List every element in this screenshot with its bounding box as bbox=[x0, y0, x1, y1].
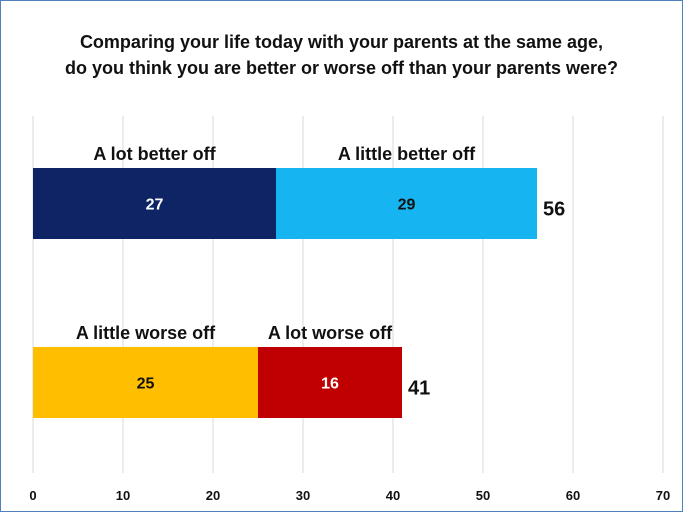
segment-category-label: A little better off bbox=[338, 144, 476, 164]
segment-category-label: A lot better off bbox=[93, 144, 216, 164]
x-tick-label: 70 bbox=[656, 488, 670, 503]
bar-segment bbox=[33, 168, 276, 239]
bar-segment bbox=[33, 347, 258, 418]
segment-category-label: A little worse off bbox=[76, 323, 216, 343]
bar-total-label: 41 bbox=[408, 378, 430, 400]
x-tick-label: 50 bbox=[476, 488, 490, 503]
bar-total-label: 56 bbox=[543, 199, 565, 221]
data-label: 25 bbox=[137, 376, 155, 393]
x-tick-label: 40 bbox=[386, 488, 400, 503]
x-tick-label: 30 bbox=[296, 488, 310, 503]
data-label: 16 bbox=[321, 376, 339, 393]
segment-category-label: A lot worse off bbox=[268, 323, 393, 343]
x-tick-label: 10 bbox=[116, 488, 130, 503]
bar-segment bbox=[276, 168, 537, 239]
x-tick-label: 60 bbox=[566, 488, 580, 503]
x-tick-label: 0 bbox=[29, 488, 36, 503]
bar-segment bbox=[258, 347, 402, 418]
chart-title: Comparing your life today with your pare… bbox=[1, 29, 682, 81]
data-label: 27 bbox=[146, 197, 164, 214]
chart-title-line-2: do you think you are better or worse off… bbox=[64, 58, 619, 78]
data-label: 29 bbox=[398, 197, 416, 214]
chart-title-line-1: Comparing your life today with your pare… bbox=[79, 32, 604, 52]
x-tick-label: 20 bbox=[206, 488, 220, 503]
